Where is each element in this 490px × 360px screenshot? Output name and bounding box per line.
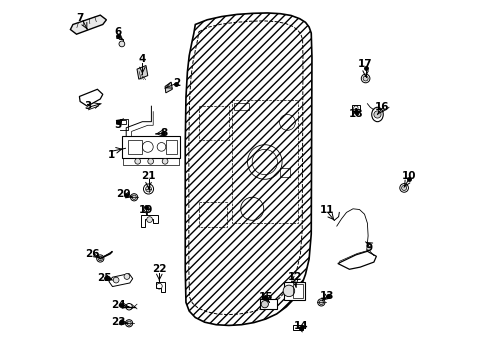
Polygon shape: [156, 282, 165, 292]
Circle shape: [144, 184, 153, 194]
Text: 18: 18: [348, 109, 363, 120]
Text: 21: 21: [141, 171, 156, 181]
Circle shape: [113, 277, 119, 283]
Text: 13: 13: [320, 291, 334, 301]
Polygon shape: [165, 82, 172, 93]
Bar: [293, 325, 303, 330]
Text: 19: 19: [139, 204, 153, 215]
Bar: [284, 282, 305, 300]
Polygon shape: [71, 15, 106, 34]
Circle shape: [400, 184, 409, 192]
Circle shape: [147, 217, 152, 222]
Text: 26: 26: [85, 249, 99, 259]
Text: 4: 4: [139, 54, 146, 64]
Circle shape: [374, 111, 381, 118]
Circle shape: [318, 299, 325, 306]
Text: 7: 7: [76, 13, 84, 23]
Text: 14: 14: [294, 321, 308, 331]
Polygon shape: [338, 251, 376, 269]
Bar: [260, 299, 276, 309]
Text: 16: 16: [374, 102, 389, 112]
Circle shape: [130, 194, 138, 201]
Circle shape: [361, 74, 370, 83]
Polygon shape: [185, 13, 312, 325]
Circle shape: [261, 301, 269, 308]
Text: 1: 1: [108, 150, 116, 160]
Text: 24: 24: [111, 300, 125, 310]
Text: 9: 9: [366, 243, 373, 253]
Polygon shape: [109, 274, 133, 287]
Polygon shape: [122, 136, 180, 158]
Circle shape: [124, 274, 130, 279]
Circle shape: [126, 303, 132, 310]
Circle shape: [98, 256, 102, 261]
Polygon shape: [79, 89, 103, 106]
Circle shape: [132, 195, 136, 199]
Circle shape: [283, 285, 294, 297]
Bar: [166, 140, 176, 154]
Text: 2: 2: [173, 78, 180, 88]
Bar: [234, 103, 248, 110]
Text: 11: 11: [320, 204, 334, 215]
Text: 5: 5: [115, 120, 122, 130]
Text: 22: 22: [152, 264, 167, 274]
Circle shape: [127, 321, 131, 325]
Circle shape: [363, 76, 368, 81]
Bar: [128, 140, 143, 154]
Circle shape: [162, 158, 168, 164]
Circle shape: [119, 41, 125, 47]
Bar: [121, 120, 126, 124]
Bar: [293, 284, 303, 298]
Bar: [352, 105, 360, 111]
Text: 17: 17: [358, 59, 373, 69]
Circle shape: [319, 300, 323, 305]
Polygon shape: [137, 66, 148, 79]
Circle shape: [146, 186, 151, 192]
Text: 6: 6: [115, 27, 122, 37]
Text: 8: 8: [160, 128, 168, 138]
Text: 3: 3: [85, 101, 92, 111]
Text: 23: 23: [111, 317, 125, 327]
Circle shape: [125, 320, 133, 327]
Polygon shape: [141, 215, 158, 227]
Text: 12: 12: [288, 272, 302, 282]
Ellipse shape: [372, 107, 383, 122]
Text: 25: 25: [97, 273, 111, 283]
Bar: [280, 167, 290, 176]
Circle shape: [135, 158, 141, 164]
Text: 10: 10: [401, 171, 416, 181]
Circle shape: [402, 185, 407, 190]
Circle shape: [148, 158, 153, 164]
Text: 20: 20: [116, 189, 130, 199]
Circle shape: [97, 255, 104, 262]
Text: 15: 15: [259, 292, 273, 302]
